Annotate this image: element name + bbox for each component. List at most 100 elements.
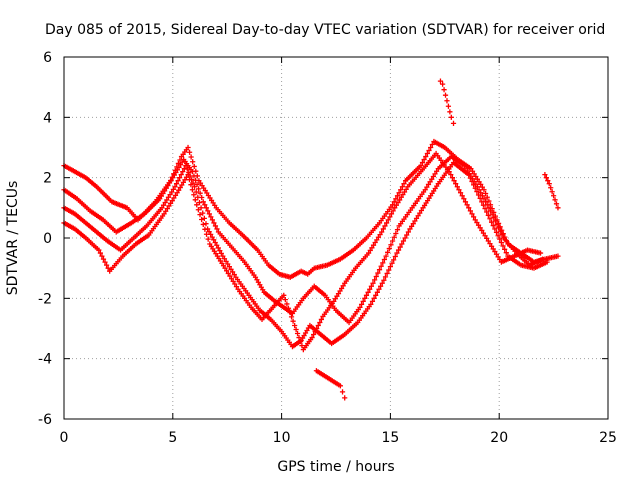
data-point [531, 260, 549, 271]
data-point [172, 166, 187, 190]
data-point [226, 220, 244, 237]
data-point [205, 226, 224, 256]
data-point [403, 164, 422, 184]
data-point [96, 247, 111, 271]
data-point [94, 184, 113, 203]
data-point [337, 383, 343, 389]
data-point [409, 189, 427, 211]
data-point [440, 81, 453, 115]
chart-title: Day 085 of 2015, Sidereal Day-to-day VTE… [45, 22, 605, 38]
y-tick-label: -6 [38, 412, 52, 428]
data-point [342, 321, 359, 338]
x-tick-label: 10 [273, 430, 291, 446]
data-point [357, 283, 374, 310]
x-tick-label: 5 [168, 430, 177, 446]
data-point [405, 170, 422, 190]
data-point [479, 199, 496, 229]
data-point [433, 150, 451, 172]
data-point [396, 207, 414, 229]
data-point [298, 325, 312, 344]
data-point [487, 208, 505, 238]
data-point [268, 316, 283, 333]
data-point [346, 306, 361, 326]
data-point [481, 187, 498, 219]
data-point [511, 248, 529, 259]
data-point [72, 226, 87, 240]
data-point [305, 267, 316, 277]
data-point [466, 172, 483, 202]
data-point [276, 271, 292, 280]
data-point [128, 212, 146, 226]
data-points [61, 78, 561, 401]
data-point [342, 267, 357, 286]
data-point [87, 208, 105, 222]
data-point [279, 328, 294, 348]
data-point [178, 147, 189, 160]
data-point [200, 199, 220, 232]
data-point [333, 307, 351, 324]
data-point [117, 236, 135, 253]
data-point [342, 395, 348, 401]
data-point [446, 169, 464, 196]
data-point [555, 205, 561, 211]
data-point [472, 217, 490, 241]
data-point [418, 152, 438, 175]
data-point [196, 178, 218, 208]
data-point [422, 168, 440, 193]
data-point [174, 174, 190, 196]
data-point [437, 78, 444, 84]
data-point [450, 120, 457, 126]
data-point [298, 268, 309, 277]
axis-ticks: 0 5 10 15 20 25 -6 -4 -2 0 2 4 6 [38, 50, 617, 446]
data-point [331, 283, 346, 304]
data-point [537, 250, 544, 256]
data-point [339, 389, 346, 395]
data-point [376, 204, 394, 226]
data-point [185, 144, 200, 179]
data-point [546, 181, 555, 195]
data-point [222, 265, 240, 290]
data-point [233, 274, 250, 296]
data-point [72, 211, 87, 225]
x-axis-label: GPS time / hours [277, 459, 394, 475]
data-point [311, 283, 327, 297]
data-point [468, 166, 485, 190]
data-point [292, 322, 305, 349]
data-point [329, 333, 346, 347]
data-point [324, 257, 342, 268]
data-point [235, 286, 253, 308]
data-point [131, 224, 148, 241]
data-point [318, 331, 333, 345]
data-point [265, 262, 281, 276]
data-point [109, 199, 129, 210]
data-point [220, 253, 237, 278]
data-point [379, 208, 396, 235]
y-tick-label: -2 [38, 291, 52, 307]
data-point [381, 253, 398, 283]
y-axis-label: SDTVAR / TECUs [5, 181, 21, 296]
data-point [255, 247, 270, 266]
y-tick-label: 0 [43, 231, 52, 247]
data-point [259, 306, 274, 323]
data-point [159, 186, 176, 211]
x-tick-label: 20 [490, 430, 508, 446]
data-point [252, 274, 266, 293]
data-point [418, 141, 435, 169]
data-point [309, 316, 324, 341]
data-point [389, 181, 407, 208]
data-point [281, 292, 296, 324]
data-point [420, 183, 440, 211]
data-point [100, 217, 118, 234]
data-point [551, 193, 560, 207]
data-point [141, 197, 161, 217]
data-point [300, 336, 314, 353]
data-point [352, 252, 370, 271]
data-point [239, 232, 259, 252]
data-point [524, 247, 542, 256]
data-point [392, 186, 409, 211]
data-point [133, 233, 150, 247]
data-point [542, 172, 551, 184]
data-point [355, 304, 372, 326]
data-point [448, 153, 466, 168]
data-point [459, 193, 477, 220]
